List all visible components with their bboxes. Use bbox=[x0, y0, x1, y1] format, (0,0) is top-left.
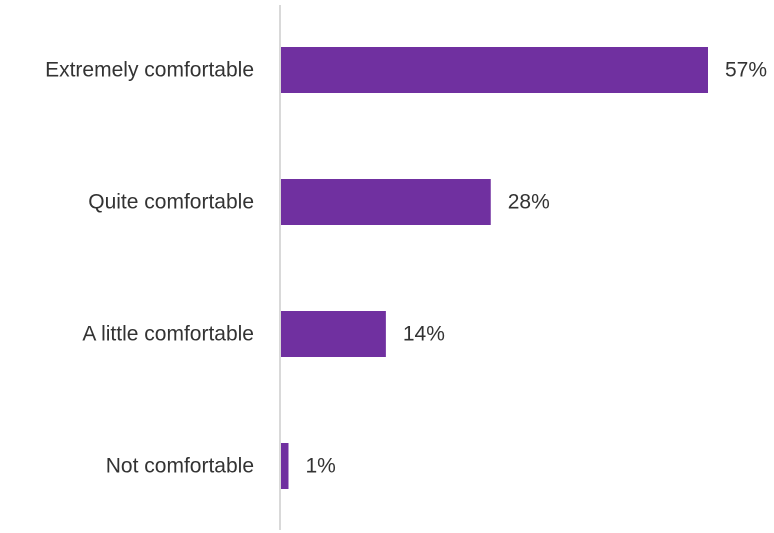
category-label-extremely-comfortable: Extremely comfortable bbox=[45, 59, 254, 82]
bar-extremely-comfortable bbox=[281, 47, 708, 93]
bar-not-comfortable bbox=[281, 443, 289, 489]
value-label-quite-comfortable: 28% bbox=[508, 191, 550, 214]
bar-quite-comfortable bbox=[281, 179, 491, 225]
value-label-extremely-comfortable: 57% bbox=[725, 59, 767, 82]
bar-a-little-comfortable bbox=[281, 311, 386, 357]
value-label-a-little-comfortable: 14% bbox=[403, 323, 445, 346]
labels-group: Extremely comfortable 57% Quite comfortabl… bbox=[45, 59, 767, 478]
category-label-not-comfortable: Not comfortable bbox=[106, 455, 254, 478]
value-label-not-comfortable: 1% bbox=[305, 455, 335, 478]
bars-group bbox=[281, 47, 708, 489]
category-label-quite-comfortable: Quite comfortable bbox=[88, 191, 254, 214]
category-label-a-little-comfortable: A little comfortable bbox=[82, 323, 254, 346]
